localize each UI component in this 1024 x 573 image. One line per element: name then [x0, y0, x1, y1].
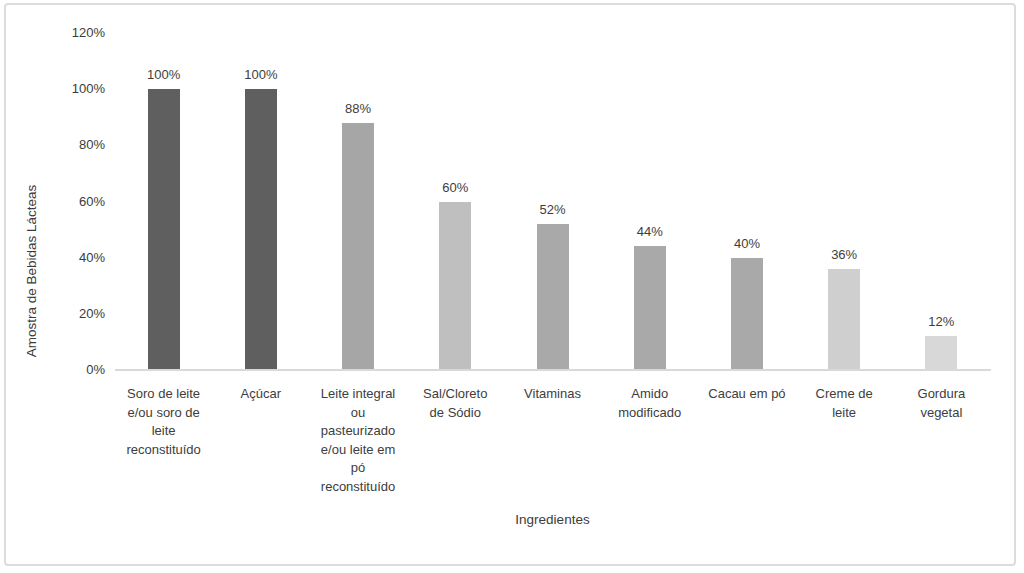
bar-value-label: 12%	[893, 314, 990, 330]
bar	[245, 89, 277, 370]
bar	[828, 269, 860, 370]
bar-value-label: 36%	[796, 247, 893, 263]
bar-value-label: 60%	[407, 180, 504, 196]
bar-value-label: 100%	[115, 67, 212, 83]
bar-value-label: 100%	[212, 67, 309, 83]
category-label: Creme de leite	[796, 385, 893, 422]
x-axis-title: Ingredientes	[115, 512, 990, 527]
category-label: Gordura vegetal	[893, 385, 990, 422]
bar	[148, 89, 180, 370]
category-label: Leite integral ou pasteurizado e/ou leit…	[309, 385, 406, 496]
y-axis-tick-label: 0%	[33, 362, 105, 378]
category-label: Açúcar	[212, 385, 309, 404]
category-label: Cacau em pó	[698, 385, 795, 404]
category-label: Sal/Cloreto de Sódio	[407, 385, 504, 422]
bar-value-label: 44%	[601, 224, 698, 240]
bar	[439, 202, 471, 371]
bar	[925, 336, 957, 370]
category-label: Amido modificado	[601, 385, 698, 422]
y-axis-tick-labels: 0%20%40%60%80%100%120%	[33, 33, 105, 370]
bar-value-label: 52%	[504, 202, 601, 218]
y-axis-tick-label: 100%	[33, 81, 105, 97]
bar	[634, 246, 666, 370]
y-axis-tick-label: 80%	[33, 137, 105, 153]
y-axis-tick-label: 20%	[33, 306, 105, 322]
y-axis-tick-label: 120%	[33, 25, 105, 41]
category-label: Vitaminas	[504, 385, 601, 404]
y-axis-tick-label: 60%	[33, 194, 105, 210]
bar	[731, 258, 763, 370]
bar-value-label: 88%	[309, 101, 406, 117]
bar	[537, 224, 569, 370]
bar-value-label: 40%	[698, 236, 795, 252]
plot-area: 100%100% 88% 60%52%44%40%36% 12%	[115, 33, 990, 370]
y-axis-tick-label: 40%	[33, 250, 105, 266]
x-axis-line	[115, 369, 991, 371]
category-label: Soro de leite e/ou soro de leite reconst…	[115, 385, 212, 459]
x-axis-category-labels: Soro de leite e/ou soro de leite reconst…	[115, 385, 990, 505]
bar	[342, 123, 374, 370]
